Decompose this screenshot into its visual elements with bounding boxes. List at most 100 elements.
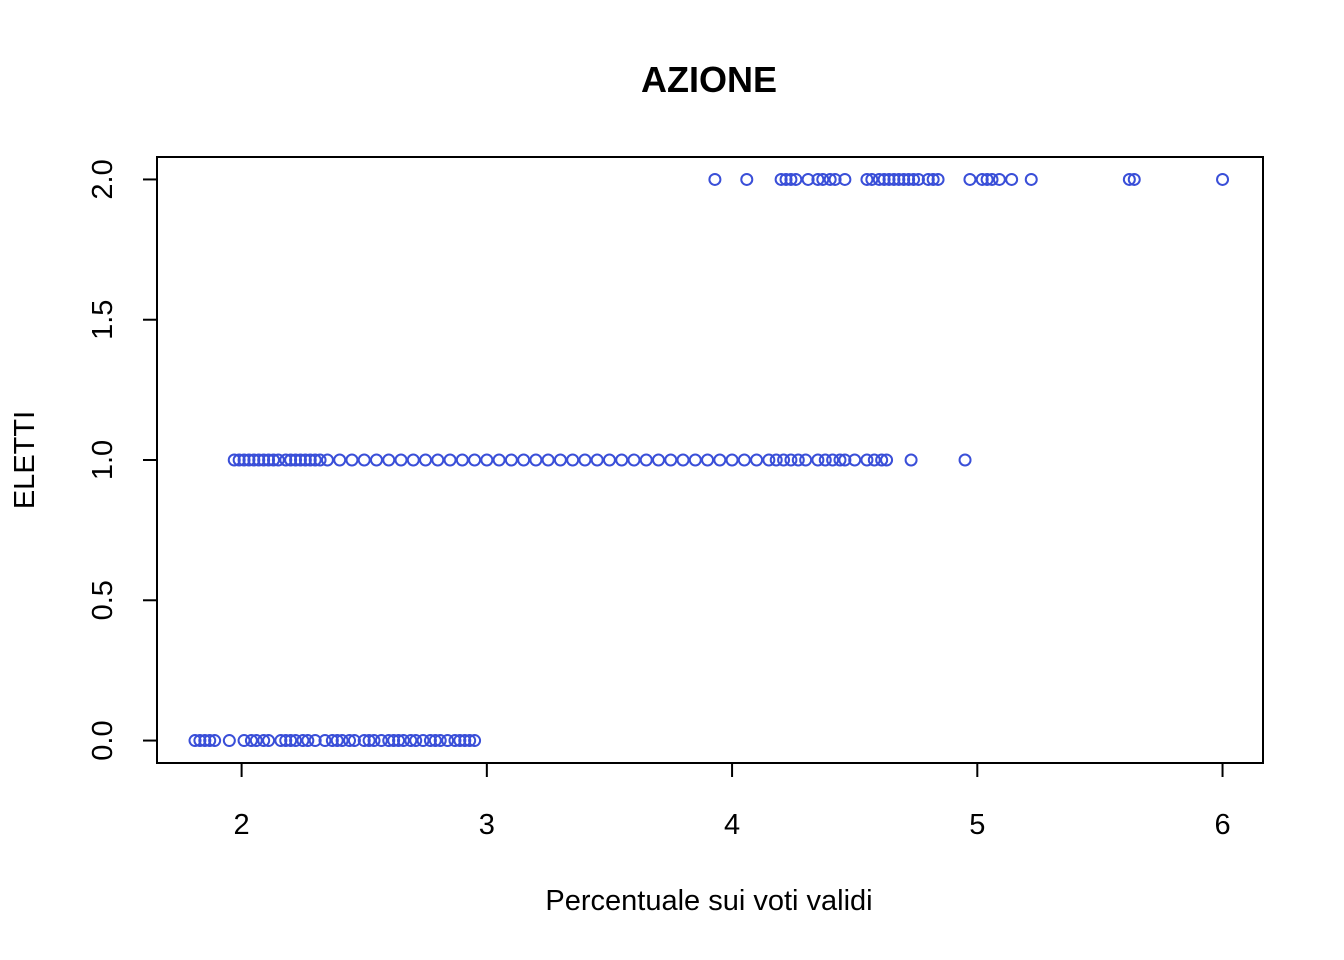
data-point <box>463 734 477 748</box>
data-point <box>882 172 896 186</box>
data-point <box>252 453 266 467</box>
y-axis: 0.0 0.5 1.0 1.5 2.0 <box>87 159 158 761</box>
data-point <box>848 453 862 467</box>
data-point <box>308 453 322 467</box>
y-tick-label: 2.0 <box>87 159 119 199</box>
data-point <box>227 453 241 467</box>
data-point <box>784 453 798 467</box>
data-point <box>455 453 469 467</box>
data-point <box>237 734 251 748</box>
data-point <box>419 453 433 467</box>
x-axis: 2 3 4 5 6 <box>234 762 1231 841</box>
data-point <box>480 453 494 467</box>
data-point <box>404 734 418 748</box>
y-tick-label: 1.0 <box>87 440 119 480</box>
data-point <box>769 453 783 467</box>
data-point <box>833 453 847 467</box>
data-point <box>279 734 293 748</box>
data-point <box>188 734 202 748</box>
data-point <box>296 734 310 748</box>
data-point <box>1122 172 1136 186</box>
data-point <box>553 453 567 467</box>
data-point <box>504 453 518 467</box>
data-point <box>274 734 288 748</box>
data-point <box>396 734 410 748</box>
data-point <box>801 172 815 186</box>
data-point <box>271 453 285 467</box>
data-point <box>517 453 531 467</box>
data-point <box>382 734 396 748</box>
data-point <box>860 172 874 186</box>
data-point <box>676 453 690 467</box>
data-point <box>701 453 715 467</box>
data-point <box>284 453 298 467</box>
data-point <box>242 453 256 467</box>
data-point <box>872 172 886 186</box>
data-point <box>335 734 349 748</box>
data-point <box>357 453 371 467</box>
data-point <box>811 172 825 186</box>
data-point <box>823 172 837 186</box>
data-point <box>237 453 251 467</box>
data-point <box>409 734 423 748</box>
data-point <box>740 172 754 186</box>
data-point <box>208 734 222 748</box>
data-point <box>725 453 739 467</box>
data-point <box>374 734 388 748</box>
data-point <box>737 453 751 467</box>
data-point <box>333 453 347 467</box>
data-point <box>308 734 322 748</box>
data-point <box>590 453 604 467</box>
data-point <box>627 453 641 467</box>
data-point <box>458 734 472 748</box>
data-point <box>298 453 312 467</box>
y-tick-label: 0.0 <box>87 720 119 760</box>
data-point <box>433 734 447 748</box>
data-point <box>578 453 592 467</box>
data-point <box>750 453 764 467</box>
data-point <box>441 734 455 748</box>
x-tick-label: 5 <box>969 809 985 841</box>
x-tick-label: 6 <box>1214 809 1230 841</box>
data-point <box>838 172 852 186</box>
data-point <box>345 453 359 467</box>
data-points <box>188 172 1230 748</box>
data-point <box>921 172 935 186</box>
data-point <box>789 172 803 186</box>
data-point <box>865 172 879 186</box>
data-point <box>931 172 945 186</box>
data-point <box>423 734 437 748</box>
data-point <box>880 453 894 467</box>
data-point <box>203 734 217 748</box>
data-point <box>257 453 271 467</box>
data-point <box>357 734 371 748</box>
data-point <box>443 453 457 467</box>
data-point <box>708 172 722 186</box>
data-point <box>828 172 842 186</box>
data-point <box>875 453 889 467</box>
data-point <box>347 734 361 748</box>
data-point <box>492 453 506 467</box>
data-point <box>860 453 874 467</box>
data-point <box>877 172 891 186</box>
data-point <box>907 172 921 186</box>
data-point <box>762 453 776 467</box>
chart-title: AZIONE <box>641 59 777 100</box>
data-point <box>784 172 798 186</box>
data-point <box>904 453 918 467</box>
data-point <box>343 734 357 748</box>
data-point <box>992 172 1006 186</box>
data-point <box>911 172 925 186</box>
data-point <box>902 172 916 186</box>
data-point <box>367 734 381 748</box>
data-point <box>867 453 881 467</box>
data-point <box>799 453 813 467</box>
data-point <box>980 172 994 186</box>
data-point <box>811 453 825 467</box>
data-point <box>529 453 543 467</box>
data-point <box>468 453 482 467</box>
data-point <box>816 172 830 186</box>
data-point <box>468 734 482 748</box>
data-point <box>602 453 616 467</box>
